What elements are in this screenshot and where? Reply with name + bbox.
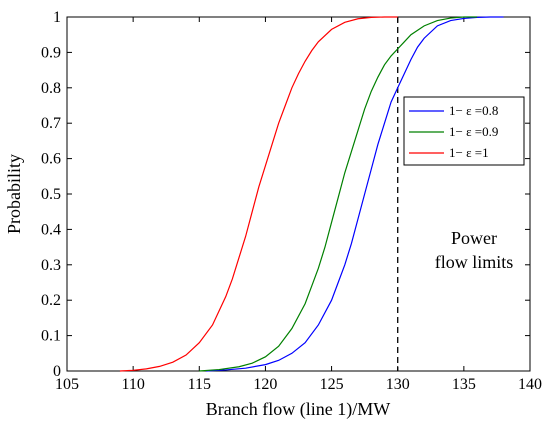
series-layer	[119, 16, 504, 372]
y-tick-label: 0.8	[41, 80, 61, 97]
legend: 1− ε =0.8 1− ε =0.9 1− ε =1	[403, 96, 525, 166]
x-tick-label: 140	[518, 376, 542, 393]
y-tick-label: 0.7	[41, 115, 61, 132]
y-tick-label: 0.3	[41, 257, 61, 274]
y-tick-label: 0.6	[41, 151, 61, 168]
x-tick-label: 115	[188, 376, 211, 393]
x-tick-label: 120	[253, 376, 277, 393]
x-tick-label: 105	[55, 376, 79, 393]
x-tick-label: 110	[121, 376, 144, 393]
series-line	[205, 16, 504, 372]
legend-box	[403, 96, 525, 166]
legend-label: 1− ε =0.9	[449, 124, 498, 139]
annotation-line-1: Power	[451, 228, 497, 248]
y-axis-label: Probability	[4, 154, 24, 234]
legend-label: 1− ε =1	[449, 145, 489, 160]
series-line	[199, 16, 478, 372]
y-tick-label: 0.1	[41, 328, 61, 345]
x-axis-label: Branch flow (line 1)/MW	[206, 399, 390, 420]
series-line	[119, 16, 398, 372]
annotation-line-2: flow limits	[435, 252, 514, 272]
x-tick-label: 130	[386, 376, 410, 393]
y-tick-label: 0.4	[41, 221, 61, 238]
y-tick-label: 0	[53, 363, 61, 380]
legend-label: 1− ε =0.8	[449, 103, 498, 118]
y-tick-label: 0.2	[41, 292, 61, 309]
y-tick-label: 0.9	[41, 44, 61, 61]
plot-area	[66, 16, 531, 372]
y-tick-label: 0.5	[41, 186, 61, 203]
tick-labels-layer: 105 110 115 120 125 130 135 140 0 0.1 0.2 0.3 0.4 0.5…	[41, 9, 542, 393]
x-tick-label: 125	[320, 376, 344, 393]
x-tick-label: 135	[452, 376, 476, 393]
y-tick-label: 1	[53, 9, 61, 26]
